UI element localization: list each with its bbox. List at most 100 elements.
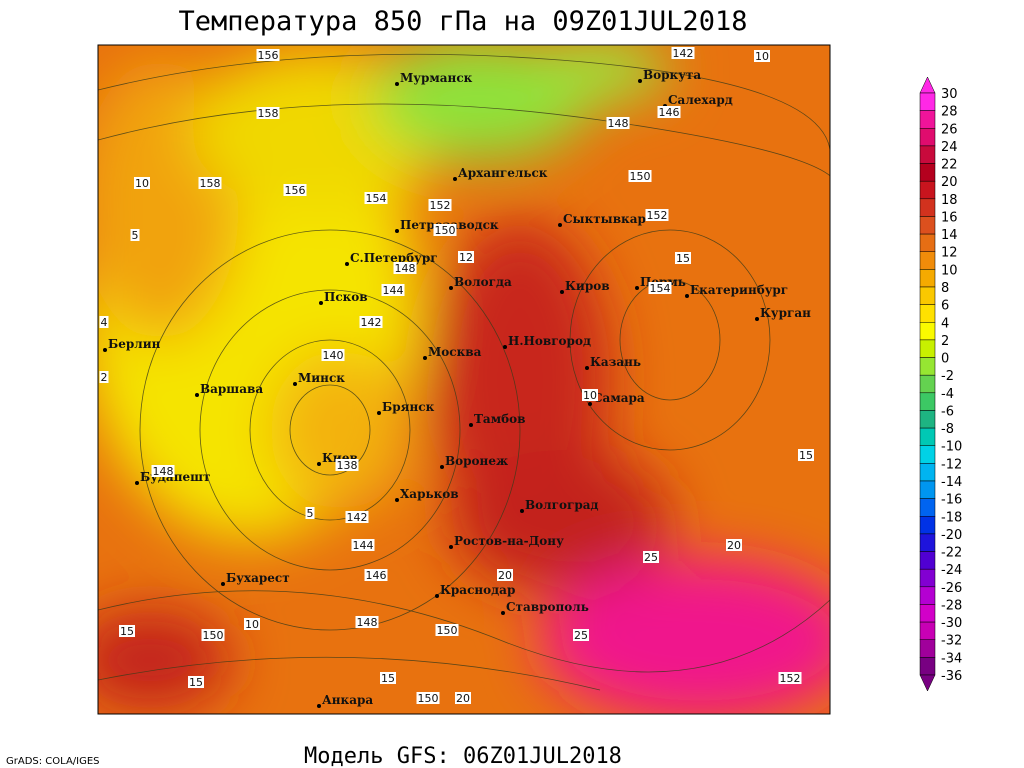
colorbar-label: -12: [941, 457, 962, 472]
city-label: Самара: [593, 391, 645, 405]
contour-label-box: [573, 629, 589, 641]
city-label: Ставрополь: [506, 600, 589, 614]
contour-label: 15: [381, 672, 395, 685]
contour-label-box: [582, 389, 598, 401]
colorbar-label: -2: [941, 369, 954, 384]
city-dot: [449, 545, 453, 549]
colorbar-label: -34: [941, 651, 962, 666]
colorbar-segment: [919, 586, 936, 605]
colorbar-label: 30: [941, 87, 958, 102]
contour-label: 158: [200, 177, 221, 190]
city-dot: [195, 393, 199, 397]
contour-label: 150: [630, 170, 651, 183]
city-dot: [440, 465, 444, 469]
contour-label-box: [305, 507, 315, 519]
contour-label: 158: [258, 107, 279, 120]
contour-label-box: [643, 551, 659, 563]
contour-label-box: [675, 252, 691, 264]
contour-label: 12: [459, 251, 473, 264]
city-label: Н.Новгород: [508, 334, 591, 348]
colorbar-label: -20: [941, 528, 962, 543]
contour-label: 10: [135, 177, 149, 190]
colorbar-segment: [919, 657, 936, 676]
contour-label: 138: [337, 459, 358, 472]
colorbar-label: 12: [941, 246, 958, 261]
colorbar-label: -18: [941, 510, 962, 525]
city-label: Сыктывкар: [563, 212, 646, 226]
colorbar-label: 4: [941, 316, 949, 331]
colorbar-label: -36: [941, 669, 962, 684]
colorbar-segment: [919, 480, 936, 499]
city-dot: [395, 229, 399, 233]
contour-label: 148: [608, 117, 629, 130]
contour-label-box: [99, 316, 109, 328]
contour-label-box: [435, 624, 459, 636]
colorbar-label: 0: [941, 352, 949, 367]
contour-label: 144: [353, 539, 374, 552]
colorbar-label: -6: [941, 404, 954, 419]
city-dot: [520, 509, 524, 513]
city-dot: [317, 462, 321, 466]
contour-label: 156: [285, 184, 306, 197]
colorbar-label: 26: [941, 122, 958, 137]
colorbar-label: -22: [941, 546, 962, 561]
city-label: Бухарест: [226, 571, 290, 585]
contour-label: 154: [366, 192, 387, 205]
colorbar-segment: [919, 110, 936, 129]
colorbar-label: 20: [941, 175, 958, 190]
colorbar-label: -8: [941, 422, 954, 437]
colorbar-segment: [919, 374, 936, 394]
city-label: Салехард: [668, 93, 733, 107]
colorbar-segment: [919, 551, 936, 570]
contour-label: 10: [245, 618, 259, 631]
contour-label-box: [671, 47, 695, 59]
contour-label-box: [433, 224, 457, 236]
city-label: Воркута: [643, 68, 701, 82]
city-dot: [435, 594, 439, 598]
contour-label: 5: [307, 507, 314, 520]
city-label: Минск: [298, 371, 345, 385]
contour-label: 15: [120, 625, 134, 638]
city-dot: [755, 317, 759, 321]
city-dot: [560, 290, 564, 294]
labels: МурманскВоркутаСалехардАрхангельскПетроз…: [99, 47, 962, 708]
city-dot: [221, 582, 225, 586]
colorbar-label: -30: [941, 616, 962, 631]
colorbar-segment: [919, 392, 936, 411]
city-dot: [585, 366, 589, 370]
colorbar-label: -32: [941, 634, 962, 649]
city-dot: [501, 611, 505, 615]
city-dot: [293, 382, 297, 386]
model-run: Модель GFS: 06Z01JUL2018: [304, 744, 622, 768]
colorbar-segment: [919, 145, 936, 164]
contour-label: 15: [676, 252, 690, 265]
city-label: Ростов-на-Дону: [454, 534, 564, 548]
contour-label: 148: [357, 616, 378, 629]
city-dot: [317, 704, 321, 708]
colorbar-segment: [919, 92, 936, 111]
colorbar-label: 18: [941, 193, 958, 208]
contour-label-box: [455, 692, 471, 704]
contour-label-box: [201, 629, 225, 641]
contour-label-box: [151, 465, 175, 477]
contour-label: 140: [323, 349, 344, 362]
colorbar-label: 16: [941, 210, 958, 225]
contour-label-box: [458, 251, 474, 263]
contour-label-box: [345, 511, 369, 523]
colorbar-label: 8: [941, 281, 949, 296]
contour-label-box: [778, 672, 802, 684]
contour-label-box: [380, 672, 396, 684]
contour-label-box: [335, 459, 359, 471]
contour-label-box: [416, 692, 440, 704]
colorbar-label: -14: [941, 475, 962, 490]
colorbar-segment: [919, 233, 936, 252]
contour-label: 152: [780, 672, 801, 685]
city-label: Архангельск: [458, 166, 548, 180]
city-label: Воронеж: [445, 454, 508, 468]
contour-label: 2: [101, 371, 108, 384]
contour-label-box: [364, 192, 388, 204]
city-dot: [469, 423, 473, 427]
city-label: Псков: [324, 290, 368, 304]
city-label: Краснодар: [440, 583, 515, 597]
colorbar-segment: [919, 180, 936, 200]
